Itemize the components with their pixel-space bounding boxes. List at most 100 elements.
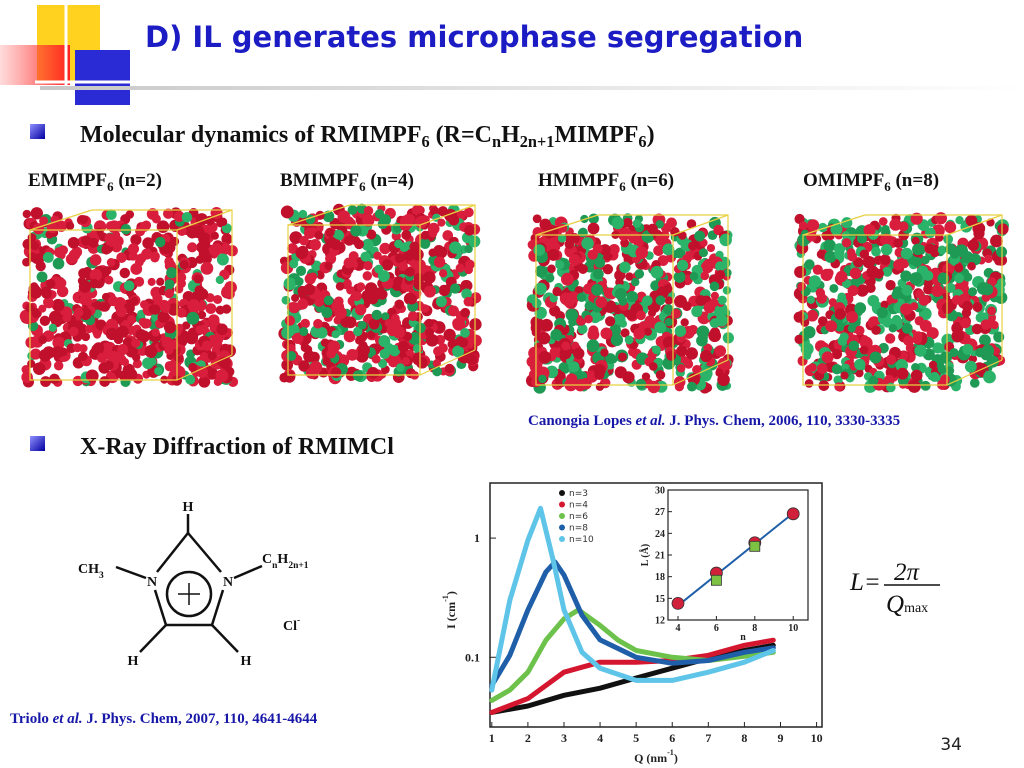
data-point [671,596,685,610]
y-tick-label: 0.1 [465,650,480,664]
molecule-sphere [893,259,905,271]
molecule-sphere [944,221,957,234]
data-point [710,574,722,586]
molecule-sphere [107,295,119,307]
y-tick-label: 21 [655,551,665,562]
molecule-sphere [323,295,334,306]
molecule-sphere [594,257,606,268]
molecule-sphere [220,243,230,252]
text-run: (R=C [430,122,492,148]
molecule-sphere [595,382,604,391]
molecule-sphere [287,243,298,254]
molecule-sphere [557,234,567,243]
text-run: ) [674,751,678,765]
molecule-sphere [683,359,694,369]
molecule-sphere [628,347,637,357]
molecule-sphere [824,250,837,263]
molecule-sphere [622,217,633,228]
molecule-sphere [577,324,588,335]
molecule-sphere [38,349,52,362]
text-run: -1 [441,595,450,602]
molecule-sphere [205,303,217,314]
molecule-sphere [889,218,902,231]
x-tick-label: 5 [633,731,639,745]
text-run: EMIMPF [28,170,107,191]
molecule-sphere [43,298,55,309]
molecule-sphere [384,319,393,328]
molecule-sphere [452,345,465,358]
molecule-sphere [176,307,187,318]
molecule-sphere [412,344,422,353]
molecule-sphere [996,278,1006,287]
molecule-sphere [96,352,108,363]
molecule-sphere [934,212,948,225]
molecule-sphere [666,350,677,361]
x-tick-label: 10 [811,731,823,745]
molecule-sphere [74,307,84,318]
molecule-sphere [900,303,913,316]
molecule-sphere [663,304,674,315]
molecule-sphere [164,279,175,290]
molecule-sphere [298,360,310,372]
molecule-sphere [207,351,217,361]
text-run: (n=6) [626,170,674,191]
molecule-sphere [39,315,51,326]
molecule-sphere [52,336,66,350]
molecule-sphere [213,294,223,305]
molecule-sphere [466,353,478,365]
molecule-sphere [286,351,297,361]
molecule-sphere [105,237,116,248]
molecule-sphere [886,382,896,393]
molecule-sphere [343,235,355,246]
molecule-sphere [644,315,655,326]
molecule-sphere [614,287,627,301]
data-point [786,507,800,521]
legend-label: n=6 [569,512,588,522]
molecule-sphere [351,290,362,302]
molecule-sphere [363,261,373,271]
molecule-sphere [309,272,318,281]
molecule-sphere [558,361,571,374]
molecule-sphere [706,243,716,253]
molecule-sphere [555,371,566,382]
molecule-sphere [603,287,616,299]
molecule-sphere [101,244,112,255]
molecule-sphere [987,306,997,316]
molecule-sphere [132,359,142,369]
molecule-sphere [873,268,884,279]
molecule-sphere [175,272,187,283]
molecule-sphere [141,220,152,231]
molecule-sphere [694,230,706,242]
simulation-label: BMIMPF6 (n=4) [280,170,414,194]
molecule-sphere [941,302,954,314]
molecule-sphere [214,335,224,345]
molecule-sphere [664,296,674,305]
molecule-sphere [880,300,889,309]
molecule-sphere [794,265,807,279]
data-line [489,505,776,693]
molecule-sphere [379,348,390,360]
molecule-sphere [825,320,838,333]
x-tick-label: 4 [675,623,680,634]
molecule-sphere [576,292,587,302]
molecule-sphere [676,363,686,373]
molecule-sphere [695,295,707,306]
molecule-sphere [652,345,661,355]
text-run: 2n+1 [520,132,555,151]
text-run: n [492,132,501,151]
molecule-sphere [945,282,956,293]
molecule-sphere [216,323,228,336]
molecule-sphere [991,347,1001,356]
molecule-sphere [67,236,80,249]
molecule-sphere [921,255,930,265]
molecule-sphere [433,346,443,357]
molecule-sphere [49,373,60,385]
molecule-sphere [834,249,844,260]
molecule-sphere [901,284,913,296]
molecule-sphere [972,302,983,312]
bullet-icon [30,124,45,139]
molecule-sphere [898,221,909,232]
fit-line [677,512,794,607]
molecule-sphere [703,301,716,314]
molecule-sphere [326,348,336,359]
